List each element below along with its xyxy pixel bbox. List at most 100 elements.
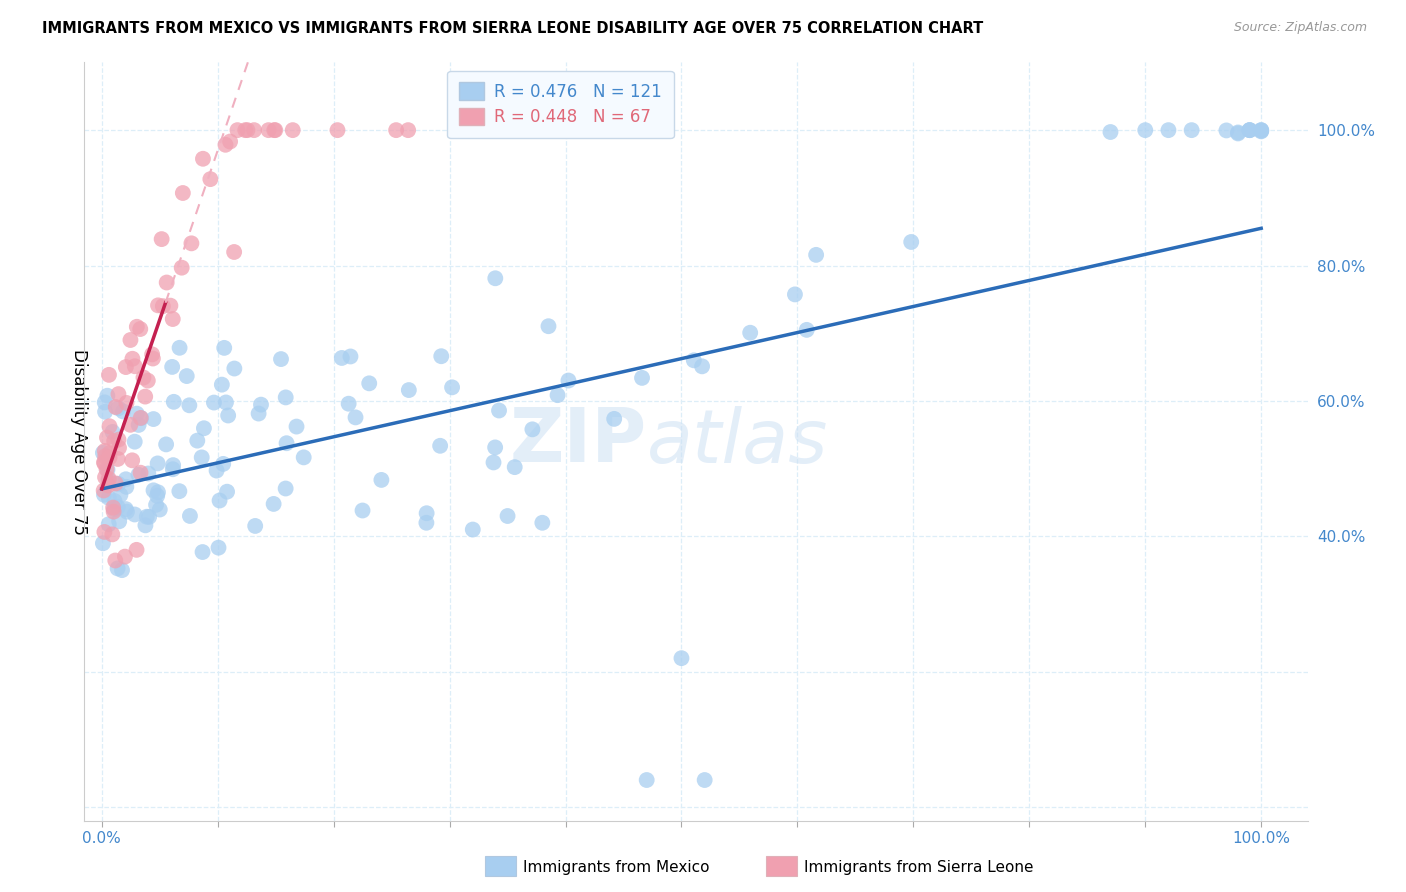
Point xyxy=(156,276,179,290)
Point xyxy=(129,466,152,480)
Point xyxy=(146,485,169,500)
Point xyxy=(264,123,287,137)
Point xyxy=(146,457,169,471)
Point xyxy=(557,374,579,388)
Point xyxy=(120,333,142,347)
Point xyxy=(129,322,152,336)
Text: atlas: atlas xyxy=(647,406,828,477)
Point xyxy=(693,772,716,787)
Point xyxy=(900,235,922,249)
Point xyxy=(1239,123,1261,137)
Point xyxy=(274,482,297,496)
Point xyxy=(247,407,270,421)
Point xyxy=(1157,123,1180,137)
Point xyxy=(522,422,544,436)
Point xyxy=(107,452,129,467)
Point xyxy=(176,369,198,384)
Point xyxy=(281,123,304,137)
Point xyxy=(93,455,115,469)
Point xyxy=(337,397,360,411)
Point xyxy=(179,508,201,523)
Point xyxy=(97,472,120,486)
Point xyxy=(146,489,169,503)
Point xyxy=(169,341,191,355)
Point xyxy=(128,417,150,432)
Point xyxy=(270,352,292,367)
Point xyxy=(121,351,143,366)
Point xyxy=(98,419,121,434)
Point xyxy=(132,370,155,384)
Point xyxy=(415,506,437,520)
Point xyxy=(385,123,408,137)
Point xyxy=(142,351,165,366)
Point xyxy=(146,298,169,312)
Point xyxy=(484,441,506,455)
Point xyxy=(1227,127,1250,141)
Point xyxy=(152,299,174,313)
Point xyxy=(138,509,160,524)
Point xyxy=(162,462,184,476)
Point xyxy=(98,446,121,460)
Point xyxy=(108,514,131,528)
Point xyxy=(429,439,451,453)
Point xyxy=(339,350,361,364)
Point xyxy=(103,505,125,519)
Point xyxy=(208,493,231,508)
Point xyxy=(97,473,120,487)
Point xyxy=(97,517,120,532)
Point xyxy=(537,319,560,334)
Point xyxy=(636,772,658,787)
Point xyxy=(1239,123,1261,137)
Legend: R = 0.476   N = 121, R = 0.448   N = 67: R = 0.476 N = 121, R = 0.448 N = 67 xyxy=(447,70,673,138)
Point xyxy=(200,172,222,186)
Point xyxy=(103,502,125,516)
Point xyxy=(172,186,194,200)
Point xyxy=(461,523,484,537)
Point xyxy=(503,460,526,475)
Point xyxy=(783,287,806,301)
Point xyxy=(215,484,238,499)
Text: Immigrants from Sierra Leone: Immigrants from Sierra Leone xyxy=(804,860,1033,874)
Point xyxy=(1215,123,1237,137)
Point xyxy=(107,476,129,491)
Point xyxy=(344,410,367,425)
Point xyxy=(101,527,124,541)
Point xyxy=(1181,123,1204,137)
Point xyxy=(1250,123,1272,137)
Point xyxy=(104,476,127,491)
Point xyxy=(191,152,214,166)
Point xyxy=(96,462,118,476)
Point xyxy=(682,353,704,368)
Point xyxy=(108,441,131,455)
Point xyxy=(111,563,134,577)
Point xyxy=(212,457,235,471)
Point xyxy=(236,123,259,137)
Point xyxy=(125,407,148,421)
Point xyxy=(163,394,186,409)
Point xyxy=(107,401,129,416)
Point xyxy=(207,541,229,555)
Point xyxy=(93,483,115,498)
Point xyxy=(127,467,149,482)
Point xyxy=(352,503,374,517)
Point xyxy=(93,488,115,502)
Point xyxy=(796,323,818,337)
Point xyxy=(359,376,381,391)
Point xyxy=(243,123,266,137)
Point xyxy=(233,123,256,137)
Text: Source: ZipAtlas.com: Source: ZipAtlas.com xyxy=(1233,21,1367,34)
Point xyxy=(690,359,713,374)
Point xyxy=(1227,125,1250,139)
Point xyxy=(134,390,156,404)
Point xyxy=(170,260,193,275)
Point xyxy=(263,123,285,137)
Point xyxy=(180,236,202,251)
Point xyxy=(186,434,208,448)
Point xyxy=(104,400,127,414)
Point xyxy=(96,462,118,476)
Point xyxy=(93,395,115,409)
Point xyxy=(98,450,121,465)
Point xyxy=(162,458,184,472)
Point xyxy=(326,123,349,137)
Point xyxy=(125,319,148,334)
